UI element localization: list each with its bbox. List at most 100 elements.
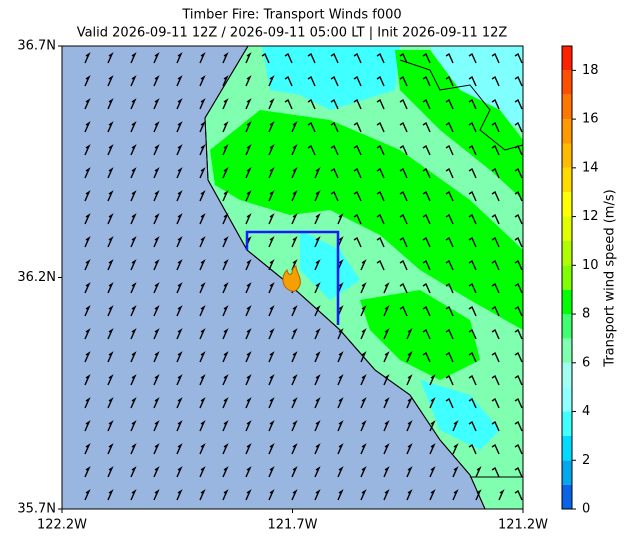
wind-barb (222, 328, 229, 340)
wind-barb (84, 374, 91, 386)
wind-barb (360, 305, 367, 317)
wind-barb (376, 121, 385, 133)
wind-barb (445, 121, 454, 133)
fire-box (245, 230, 340, 325)
wind-barb (360, 282, 367, 294)
wind-barb (84, 328, 91, 340)
wind-barb (468, 98, 477, 110)
wind-barb (222, 121, 229, 133)
wind-barb (376, 98, 385, 110)
wind-barb (491, 98, 500, 110)
wind-barb (84, 282, 91, 294)
wind-barb (107, 190, 114, 202)
wind-barb (468, 374, 477, 386)
colorbar-bin (562, 387, 572, 412)
wind-barb (268, 374, 275, 386)
wind-barb (514, 489, 523, 501)
colorbar-bin (562, 435, 572, 461)
wind-barb (360, 466, 367, 478)
wind-barb (153, 144, 160, 156)
wind-barb (176, 190, 183, 202)
colorbar-bin (562, 460, 572, 485)
wind-barb (222, 374, 229, 386)
wind-barb (107, 121, 114, 133)
wind-barb (153, 52, 160, 64)
wind-barb (468, 52, 477, 64)
wind-barb (514, 52, 523, 64)
colorbar-bin (562, 362, 572, 388)
wind-barb (245, 52, 252, 64)
wind-barb (445, 167, 454, 179)
wind-barb (422, 52, 431, 64)
wind-barb (107, 98, 114, 110)
wind-barb (445, 98, 454, 110)
wind-barb (107, 75, 114, 87)
wind-barb (399, 259, 408, 271)
wind-barb (153, 213, 160, 225)
county-border (399, 59, 523, 151)
wind-barb (268, 121, 275, 133)
colorbar-bin (562, 143, 572, 168)
wind-barb (153, 466, 160, 478)
wind-barb (222, 305, 229, 317)
wind-barb (84, 397, 91, 409)
wind-barb (130, 305, 137, 317)
wind-barb (314, 397, 321, 409)
wind-barb (314, 466, 321, 478)
wind-barb (360, 374, 367, 386)
wind-barb (514, 397, 523, 409)
wind-barb (422, 121, 431, 133)
wind-barb (399, 52, 408, 64)
wind-barb (376, 236, 385, 248)
wind-barb (176, 420, 183, 432)
wind-barb (176, 236, 183, 248)
wind-barb (514, 190, 523, 202)
wind-barb (330, 98, 339, 110)
colorbar-tick-label: 0 (582, 502, 590, 517)
wind-barb (445, 236, 454, 248)
wind-barb (337, 282, 344, 294)
wind-barb (406, 443, 413, 455)
x-tick-label: 121.2W (498, 518, 548, 533)
wind-barb (307, 75, 316, 87)
wind-barb (383, 374, 390, 386)
wind-barb (491, 236, 500, 248)
wind-barb (353, 75, 362, 87)
wind-barb (468, 167, 477, 179)
wind-barb (399, 75, 408, 87)
wind-barb (330, 144, 339, 156)
wind-barb (383, 397, 390, 409)
wind-barb (153, 121, 160, 133)
wind-barb (491, 259, 500, 271)
wind-barb (176, 213, 183, 225)
wind-barb (491, 305, 500, 317)
wind-barb (291, 167, 298, 179)
wind-barb (337, 305, 344, 317)
wind-barb (307, 121, 316, 133)
wind-barb (199, 351, 206, 363)
coastline (204, 46, 486, 509)
wind-barb (498, 489, 505, 501)
wind-barb (291, 443, 298, 455)
wind-barb (222, 420, 229, 432)
wind-barb (199, 167, 206, 179)
wind-barb (422, 282, 431, 294)
wind-barb (176, 397, 183, 409)
wind-barb (222, 52, 229, 64)
wind-barb (330, 121, 339, 133)
wind-barb (514, 282, 523, 294)
wind-barb (107, 397, 114, 409)
wind-barb (406, 420, 413, 432)
wind-barb (268, 213, 275, 225)
wind-barb (107, 52, 114, 64)
wind-barb (153, 443, 160, 455)
wind-barb (153, 75, 160, 87)
wind-barb (268, 236, 275, 248)
wind-barb (291, 351, 298, 363)
wind-barb (445, 374, 454, 386)
colorbar-bin (562, 216, 572, 241)
wind-barb (314, 443, 321, 455)
wind-barb (176, 52, 183, 64)
wind-barb (307, 52, 316, 64)
wind-barb (153, 489, 160, 501)
